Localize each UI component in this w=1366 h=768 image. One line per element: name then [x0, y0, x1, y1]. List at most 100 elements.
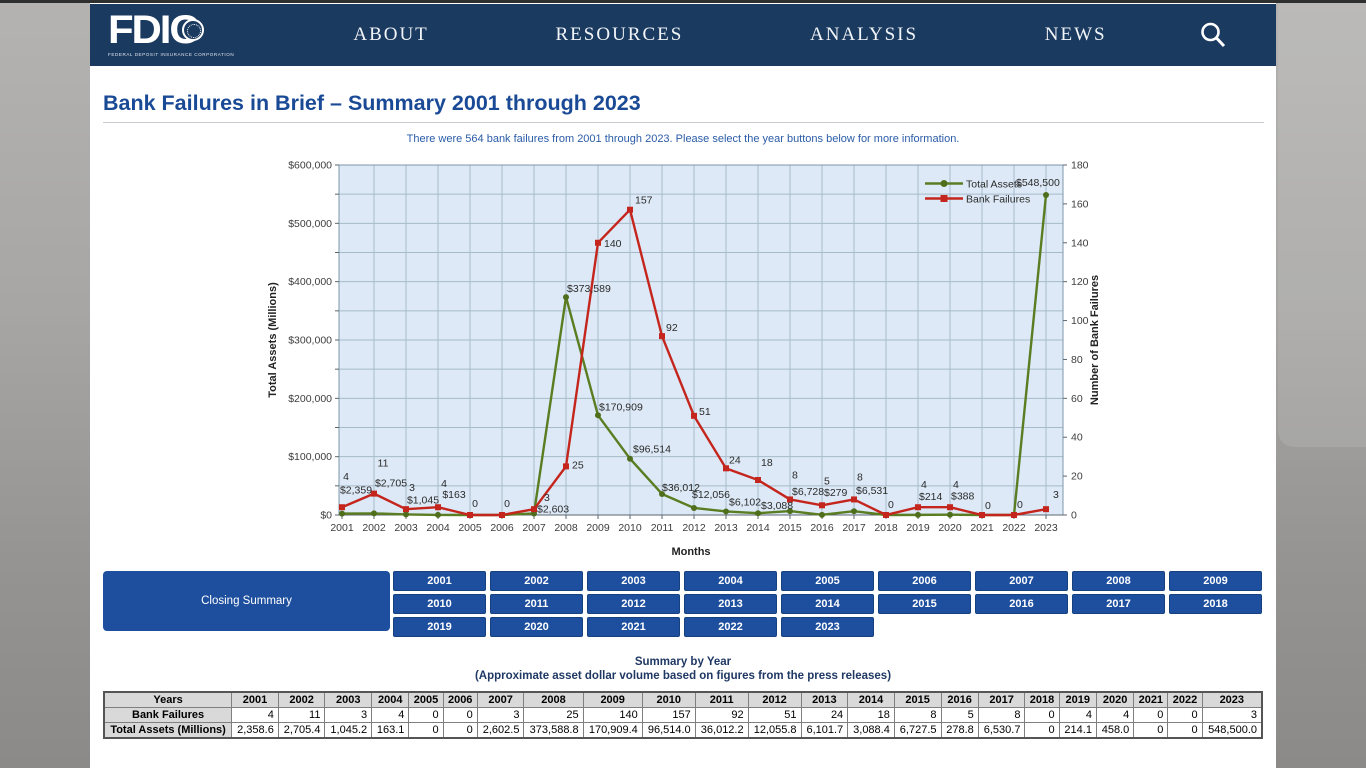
page-title: Bank Failures in Brief – Summary 2001 th…: [103, 91, 641, 115]
table-cell: 2022: [1167, 691, 1203, 708]
x-axis-year-label: 2002: [362, 522, 386, 534]
left-axis-tick-label: $200,000: [288, 393, 332, 405]
total-assets-data-label: $170,909: [599, 401, 643, 413]
year-button-2004[interactable]: 2004: [684, 571, 777, 591]
nav-item-analysis[interactable]: ANALYSIS: [810, 24, 919, 45]
bank-failures-data-label: 4: [441, 478, 447, 490]
table-cell: 2019: [1058, 691, 1097, 708]
x-axis-year-label: 2015: [778, 522, 802, 534]
table-cell: 0: [1024, 707, 1060, 723]
table-cell: 2016: [940, 691, 979, 708]
legend-bank-failures-label: Bank Failures: [966, 194, 1030, 206]
table-cell: 0: [1024, 722, 1060, 739]
table-cell: 0: [408, 722, 444, 739]
total-assets-data-label: $36,012: [662, 482, 700, 494]
page-content: FDIC FEDERAL DEPOSIT INSURANCE CORPORATI…: [90, 3, 1276, 768]
year-button-2001[interactable]: 2001: [393, 571, 486, 591]
bank-failures-data-label: 0: [888, 499, 894, 511]
nav-item-resources[interactable]: RESOURCES: [555, 24, 684, 45]
x-axis-year-label: 2011: [651, 522, 674, 534]
table-cell: 51: [747, 707, 802, 723]
year-button-2014[interactable]: 2014: [781, 594, 874, 614]
search-icon: [1201, 22, 1226, 48]
bank-failures-data-label: 92: [666, 322, 678, 334]
year-button-2020[interactable]: 2020: [490, 617, 583, 637]
table-cell: 2010: [641, 691, 696, 708]
year-button-2010[interactable]: 2010: [393, 594, 486, 614]
table-cell: 11: [277, 707, 326, 723]
table-cell: 170,909.4: [582, 722, 643, 739]
year-button-2016[interactable]: 2016: [975, 594, 1068, 614]
table-cell: 2011: [694, 691, 749, 708]
total-assets-marker: [595, 412, 601, 419]
year-button-2021[interactable]: 2021: [587, 617, 680, 637]
year-button-2017[interactable]: 2017: [1072, 594, 1165, 614]
year-button-2008[interactable]: 2008: [1072, 571, 1165, 591]
summary-table-title: Summary by Year (Approximate asset dolla…: [90, 656, 1276, 683]
fdic-logo[interactable]: FDIC FEDERAL DEPOSIT INSURANCE CORPORATI…: [108, 10, 288, 62]
year-button-2011[interactable]: 2011: [490, 594, 583, 614]
table-cell: 1,045.2: [324, 722, 373, 739]
bank-failures-data-label: 4: [953, 479, 959, 491]
bank-failures-data-label: 25: [572, 459, 584, 471]
top-edge-strip: [0, 0, 1366, 3]
year-button-2013[interactable]: 2013: [684, 594, 777, 614]
table-cell: 0: [1133, 707, 1169, 723]
table-cell: 2007: [476, 691, 525, 708]
total-assets-marker: [627, 455, 633, 462]
legend-total-assets-marker: [940, 180, 948, 187]
year-button-2018[interactable]: 2018: [1169, 594, 1262, 614]
bank-failures-data-label: 3: [1053, 489, 1059, 501]
x-axis-year-label: 2004: [426, 522, 450, 534]
total-assets-marker: [339, 510, 345, 517]
left-axis-tick-label: $300,000: [288, 335, 332, 347]
year-button-2005[interactable]: 2005: [781, 571, 874, 591]
bank-failures-data-label: 0: [985, 500, 991, 512]
total-assets-data-label: $279: [824, 487, 848, 499]
table-cell: 8: [977, 707, 1026, 723]
table-cell: 2,705.4: [277, 722, 326, 739]
intro-text: There were 564 bank failures from 2001 t…: [406, 133, 960, 145]
year-button-2006[interactable]: 2006: [878, 571, 971, 591]
year-button-2009[interactable]: 2009: [1169, 571, 1262, 591]
x-axis-title: Months: [671, 546, 710, 558]
nav-item-about[interactable]: ABOUT: [353, 24, 429, 45]
x-axis-year-label: 2009: [586, 522, 610, 534]
bank-failures-marker: [403, 506, 409, 513]
bank-failures-data-label: 24: [729, 454, 741, 466]
table-cell: 3,088.4: [847, 722, 895, 739]
right-axis-tick-label: 100: [1071, 315, 1089, 327]
total-assets-marker: [915, 511, 921, 518]
right-axis-title: Number of Bank Failures: [1089, 275, 1101, 405]
table-cell: 2020: [1095, 691, 1135, 708]
bank-failures-marker: [659, 333, 665, 340]
total-assets-data-label: $2,705: [375, 477, 407, 489]
bank-failures-marker: [467, 512, 473, 518]
year-button-2003[interactable]: 2003: [587, 571, 680, 591]
search-button[interactable]: [1198, 20, 1228, 50]
year-button-2023[interactable]: 2023: [781, 617, 874, 637]
year-button-2022[interactable]: 2022: [684, 617, 777, 637]
total-assets-marker: [563, 294, 569, 301]
year-button-2007[interactable]: 2007: [975, 571, 1068, 591]
x-axis-year-label: 2006: [490, 522, 514, 534]
year-button-2019[interactable]: 2019: [393, 617, 486, 637]
table-cell: 18: [847, 707, 895, 723]
x-axis-year-label: 2012: [682, 522, 706, 534]
year-button-2015[interactable]: 2015: [878, 594, 971, 614]
table-cell: 2018: [1024, 691, 1060, 708]
year-button-2012[interactable]: 2012: [587, 594, 680, 614]
bank-failures-marker: [371, 490, 377, 497]
bank-failures-marker: [787, 496, 793, 503]
table-cell: 6,101.7: [800, 722, 849, 739]
total-assets-marker: [851, 508, 857, 515]
right-axis-tick-label: 180: [1071, 160, 1089, 172]
x-axis-year-label: 2005: [458, 522, 482, 534]
year-button-2002[interactable]: 2002: [490, 571, 583, 591]
total-assets-data-label: $1,045: [407, 494, 439, 506]
table-cell: 8: [893, 707, 942, 723]
nav-item-news[interactable]: NEWS: [1044, 24, 1107, 45]
bank-failures-data-label: 157: [635, 195, 653, 207]
table-cell: 2005: [408, 691, 444, 708]
bank-failures-data-label: 140: [604, 238, 622, 250]
